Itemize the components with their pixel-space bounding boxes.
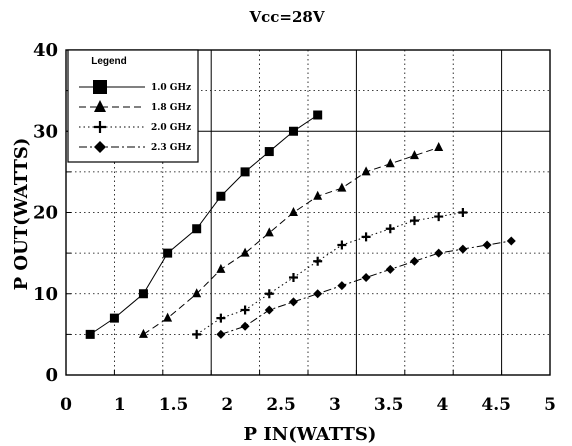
legend-label: 2.0 GHz xyxy=(151,123,191,133)
data-point-plus xyxy=(313,256,323,266)
data-point-diamond xyxy=(337,281,347,291)
data-point-plus xyxy=(409,216,419,226)
data-point-plus xyxy=(434,212,444,222)
x-tick-label: 4.5 xyxy=(481,395,511,415)
legend-marker-plus xyxy=(94,121,106,133)
data-point-diamond xyxy=(409,256,419,266)
legend-marker-square xyxy=(93,80,107,94)
data-point-square xyxy=(163,248,173,258)
data-point-diamond xyxy=(458,244,468,254)
legend-label: 1.8 GHz xyxy=(151,103,191,113)
data-point-triangle xyxy=(264,227,274,237)
data-point-square xyxy=(216,191,226,201)
x-tick-label: 3.5 xyxy=(374,395,404,415)
data-point-triangle xyxy=(240,247,250,257)
y-tick-label: 10 xyxy=(33,284,58,305)
data-point-diamond xyxy=(288,297,298,307)
data-point-triangle xyxy=(385,158,395,168)
x-tick-label: 0 xyxy=(60,395,72,415)
legend-title: Legend xyxy=(91,56,127,67)
data-point-triangle xyxy=(434,142,444,151)
data-point-diamond xyxy=(482,240,492,250)
data-point-triangle xyxy=(192,288,202,298)
data-point-diamond xyxy=(385,264,395,274)
data-point-diamond xyxy=(264,305,274,315)
legend-label: 2.3 GHz xyxy=(151,143,191,153)
data-point-triangle xyxy=(313,190,323,200)
chart-title: Vcc=28V xyxy=(249,8,325,26)
data-point-plus xyxy=(264,289,274,299)
legend-items: 1.0 GHz 1.8 GHz 2.0 GHz 2.3 GHz xyxy=(79,80,191,153)
legend-label: 1.0 GHz xyxy=(151,83,191,93)
y-tick-label: 0 xyxy=(45,365,58,386)
data-point-triangle xyxy=(216,263,226,273)
data-point-triangle xyxy=(361,166,371,176)
data-point-triangle xyxy=(163,312,173,322)
data-point-diamond xyxy=(434,248,444,258)
data-point-square xyxy=(264,147,274,157)
legend-box xyxy=(67,49,199,163)
data-point-triangle xyxy=(288,207,298,216)
y-tick-label: 40 xyxy=(33,40,58,61)
data-point-plus xyxy=(240,305,250,315)
y-tick-label: 30 xyxy=(33,121,58,142)
x-axis-label: P IN(WATTS) xyxy=(244,424,377,445)
data-point-triangle xyxy=(409,150,419,160)
data-point-plus xyxy=(337,240,347,250)
data-point-square xyxy=(192,224,202,234)
data-point-diamond xyxy=(313,289,323,299)
data-point-plus xyxy=(385,224,395,234)
series-group xyxy=(192,208,468,339)
x-tick-labels: 0 1 1.5 2 2.5 3 3.5 4 4.5 5 xyxy=(60,395,556,415)
series-line xyxy=(196,212,463,335)
y-tick-label: 20 xyxy=(33,203,58,224)
x-tick-label: 2.5 xyxy=(266,395,296,415)
legend-item: 2.3 GHz xyxy=(79,141,191,153)
legend-item: 2.0 GHz xyxy=(79,121,191,133)
data-point-diamond xyxy=(361,273,371,282)
data-point-square xyxy=(313,110,323,120)
series-group xyxy=(85,110,323,339)
data-point-plus xyxy=(216,313,226,323)
y-axis-label: P OUT(WATTS) xyxy=(11,138,32,291)
legend-item: 1.0 GHz xyxy=(79,80,191,94)
series-line xyxy=(143,147,439,335)
series-line xyxy=(89,114,318,335)
series-group xyxy=(216,236,516,339)
data-point-plus xyxy=(458,208,468,217)
y-tick-labels: 0 10 20 30 40 xyxy=(33,40,58,386)
x-tick-label: 2 xyxy=(221,395,233,415)
data-point-triangle xyxy=(138,328,148,338)
data-point-diamond xyxy=(216,329,226,339)
data-point-diamond xyxy=(506,236,516,246)
legend: Legend 1.0 GHz 1.8 GHz 2.0 GHz 2.3 GHz xyxy=(67,49,199,163)
series-layer xyxy=(85,110,516,339)
data-point-plus xyxy=(192,329,202,339)
legend-item: 1.8 GHz xyxy=(79,100,191,113)
legend-marker-triangle xyxy=(94,100,106,112)
data-point-square xyxy=(138,289,148,299)
x-tick-label: 1.5 xyxy=(159,395,189,415)
x-tick-label: 5 xyxy=(544,395,556,415)
x-tick-label: 4 xyxy=(437,395,449,415)
data-point-square xyxy=(109,313,119,323)
legend-marker-diamond xyxy=(94,141,106,153)
data-point-square xyxy=(240,167,250,177)
data-point-plus xyxy=(361,232,371,242)
data-point-triangle xyxy=(337,182,347,192)
data-point-square xyxy=(288,126,298,136)
data-point-diamond xyxy=(240,321,250,331)
axes xyxy=(65,49,551,376)
x-tick-label: 1 xyxy=(114,395,126,415)
series-group xyxy=(138,142,444,338)
data-point-plus xyxy=(288,273,298,282)
data-point-square xyxy=(85,329,95,339)
series-line xyxy=(220,240,512,335)
x-tick-label: 3 xyxy=(329,395,341,415)
